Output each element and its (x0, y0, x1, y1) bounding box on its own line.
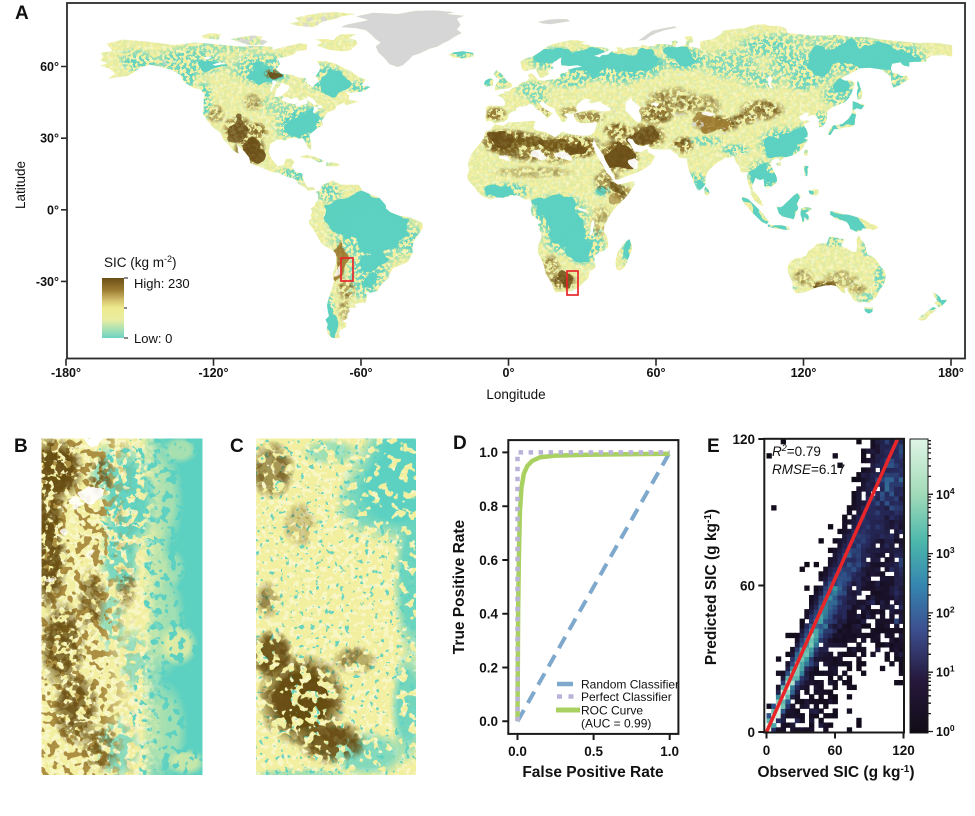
svg-text:0.0: 0.0 (479, 714, 498, 729)
svg-text:60°: 60° (647, 366, 666, 380)
svg-text:0°: 0° (47, 203, 59, 217)
svg-text:180°: 180° (938, 366, 964, 380)
svg-text:60: 60 (827, 743, 842, 758)
svg-text:0.4: 0.4 (479, 607, 498, 622)
svg-text:Longitude: Longitude (486, 387, 545, 402)
svg-text:-30°: -30° (36, 275, 59, 289)
svg-text:E: E (707, 436, 720, 457)
svg-text:-180°: -180° (51, 366, 81, 380)
svg-text:0: 0 (763, 743, 771, 758)
svg-text:-60°: -60° (349, 366, 372, 380)
svg-text:R2=0.79: R2=0.79 (772, 443, 821, 459)
svg-text:120: 120 (892, 743, 915, 758)
svg-text:0°: 0° (503, 366, 515, 380)
svg-text:Observed SIC (g kg-1): Observed SIC (g kg-1) (757, 764, 914, 781)
svg-text:True Positive Rate: True Positive Rate (451, 519, 468, 654)
svg-text:Latitude: Latitude (13, 161, 28, 209)
svg-text:60: 60 (740, 578, 755, 593)
svg-text:SIC (kg m-2): SIC (kg m-2) (104, 254, 177, 270)
svg-text:B: B (14, 436, 28, 457)
svg-text:1.0: 1.0 (660, 744, 679, 759)
svg-text:0.5: 0.5 (584, 744, 603, 759)
svg-text:60°: 60° (40, 60, 59, 74)
svg-text:Predicted SIC (g kg-1): Predicted SIC (g kg-1) (703, 509, 720, 665)
svg-text:D: D (453, 433, 467, 454)
svg-text:A: A (15, 3, 29, 24)
svg-text:0.2: 0.2 (479, 660, 498, 675)
svg-text:-120°: -120° (198, 366, 228, 380)
svg-text:1.0: 1.0 (479, 445, 498, 460)
svg-text:0.6: 0.6 (479, 553, 498, 568)
svg-text:ROC Curve: ROC Curve (581, 703, 643, 717)
svg-text:High: 230: High: 230 (134, 276, 190, 291)
svg-text:Random Classifier: Random Classifier (581, 677, 679, 691)
svg-text:120: 120 (732, 432, 755, 447)
svg-text:RMSE=6.17: RMSE=6.17 (772, 462, 845, 477)
svg-text:30°: 30° (40, 132, 59, 146)
svg-text:(AUC = 0.99): (AUC = 0.99) (581, 717, 651, 731)
svg-text:False Positive Rate: False Positive Rate (522, 764, 664, 781)
svg-text:0.8: 0.8 (479, 499, 498, 514)
svg-text:Low: 0: Low: 0 (134, 331, 172, 346)
svg-text:Perfect Classifier: Perfect Classifier (581, 690, 672, 704)
svg-text:120°: 120° (791, 366, 817, 380)
svg-text:0.0: 0.0 (508, 744, 527, 759)
svg-text:C: C (230, 436, 244, 457)
svg-text:0: 0 (747, 725, 755, 740)
